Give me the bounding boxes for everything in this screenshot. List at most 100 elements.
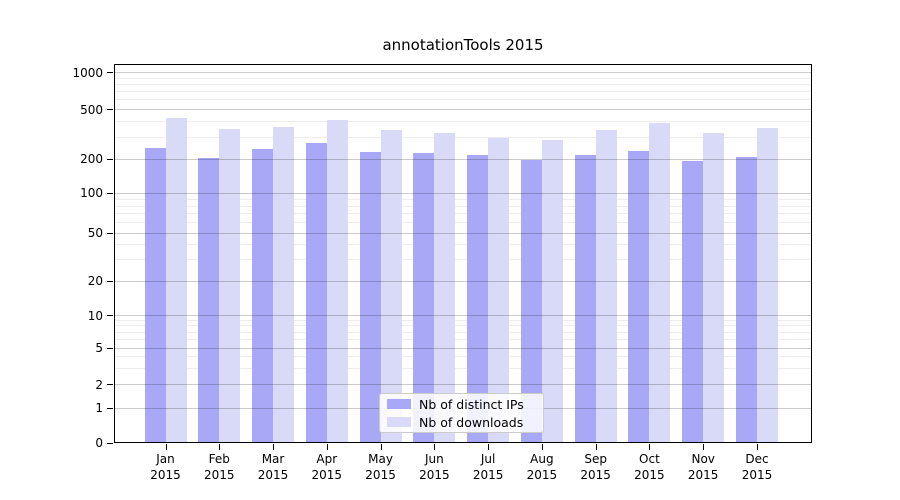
x-tick-label: Jun 2015 xyxy=(407,451,461,483)
y-tick-mark xyxy=(107,347,113,349)
x-tick-label: Oct 2015 xyxy=(622,451,676,483)
legend-row-downloads: Nb of downloads xyxy=(380,415,543,430)
y-tick-label: 1000 xyxy=(72,65,103,80)
x-tick-mark xyxy=(541,444,543,450)
minor-gridline xyxy=(115,205,811,207)
x-tick-month: Dec xyxy=(745,452,769,466)
bar-downloads-apr xyxy=(326,120,348,443)
x-tick-label: May 2015 xyxy=(354,451,408,483)
x-tick-label: Jul 2015 xyxy=(461,451,515,483)
x-tick-month: Aug xyxy=(530,452,554,466)
x-tick-mark xyxy=(434,444,436,450)
bar-distinct_ips-oct xyxy=(628,150,650,443)
x-tick-month: Apr xyxy=(316,452,338,466)
y-tick-label: 2 xyxy=(95,377,103,392)
x-tick-month: Feb xyxy=(208,452,230,466)
x-tick-year: 2015 xyxy=(472,468,504,482)
minor-gridline xyxy=(115,356,811,358)
x-tick-month: Jun xyxy=(424,452,444,466)
y-tick-mark xyxy=(107,407,113,409)
bar-downloads-feb xyxy=(219,128,241,443)
x-tick-label: Mar 2015 xyxy=(246,451,300,483)
bar-downloads-aug xyxy=(541,140,563,443)
x-tick-month: Jan xyxy=(156,452,175,466)
bar-downloads-dec xyxy=(756,128,778,443)
y-tick-mark xyxy=(107,442,113,444)
bar-distinct_ips-jan xyxy=(144,148,166,443)
x-tick-year: 2015 xyxy=(150,468,181,482)
x-tick-mark xyxy=(380,444,382,450)
minor-gridline xyxy=(115,367,811,369)
x-tick-label: Dec 2015 xyxy=(730,451,784,483)
x-tick-month: Sep xyxy=(584,452,607,466)
legend-swatch-downloads-icon xyxy=(387,417,411,427)
x-tick-year: 2015 xyxy=(634,468,665,482)
y-tick-mark xyxy=(107,232,113,234)
bar-downloads-mar xyxy=(273,127,295,443)
x-tick-mark xyxy=(273,444,275,450)
y-tick-label: 50 xyxy=(87,226,103,240)
chart-title: annotationTools 2015 xyxy=(382,36,544,54)
x-tick-mark xyxy=(488,444,490,450)
y-tick-mark xyxy=(107,72,113,73)
x-tick-label: Nov 2015 xyxy=(676,451,730,483)
x-tick-month: Oct xyxy=(639,452,660,466)
y-tick-label: 500 xyxy=(80,102,103,117)
x-tick-mark xyxy=(595,444,597,450)
bar-downloads-jan xyxy=(165,117,187,443)
x-tick-mark xyxy=(649,444,651,450)
major-gridline xyxy=(115,384,811,385)
y-tick-mark xyxy=(107,109,113,110)
major-gridline xyxy=(115,280,811,282)
legend-label-distinct-ips: Nb of distinct IPs xyxy=(419,396,524,412)
y-tick-label: 5 xyxy=(95,341,103,355)
y-tick-mark xyxy=(107,315,113,316)
y-tick-mark xyxy=(107,158,113,160)
major-gridline xyxy=(115,315,811,316)
bar-distinct_ips-may xyxy=(359,151,381,443)
minor-gridline xyxy=(115,325,811,327)
x-tick-mark xyxy=(756,444,758,450)
x-tick-mark xyxy=(219,444,221,450)
legend-row-distinct-ips: Nb of distinct IPs xyxy=(380,397,543,412)
x-tick-month: Mar xyxy=(261,452,285,466)
major-gridline xyxy=(115,232,811,234)
minor-gridline xyxy=(115,136,811,138)
minor-gridline xyxy=(115,198,811,200)
y-tick-label: 1 xyxy=(95,401,103,415)
x-tick-mark xyxy=(326,444,328,450)
x-tick-year: 2015 xyxy=(526,468,558,482)
y-tick-mark xyxy=(107,192,113,194)
minor-gridline xyxy=(115,213,811,215)
y-tick-mark xyxy=(107,280,113,282)
x-tick-label: Jan 2015 xyxy=(139,451,193,483)
x-tick-year: 2015 xyxy=(687,468,719,482)
x-tick-mark xyxy=(703,444,705,450)
chart-legend: Nb of distinct IPs Nb of downloads xyxy=(379,393,544,433)
minor-gridline xyxy=(115,244,811,246)
bar-downloads-nov xyxy=(703,132,725,443)
x-tick-year: 2015 xyxy=(580,468,611,482)
x-tick-year: 2015 xyxy=(311,468,343,482)
x-tick-label: Feb 2015 xyxy=(192,451,246,483)
x-tick-label: Aug 2015 xyxy=(515,451,569,483)
major-gridline xyxy=(115,72,811,73)
y-tick-label: 100 xyxy=(80,186,103,201)
minor-gridline xyxy=(115,338,811,340)
bar-distinct_ips-feb xyxy=(198,157,220,443)
major-gridline xyxy=(115,109,811,110)
minor-gridline xyxy=(115,259,811,261)
bar-downloads-oct xyxy=(649,123,671,443)
x-tick-mark xyxy=(165,444,167,450)
x-tick-year: 2015 xyxy=(419,468,450,482)
major-gridline xyxy=(115,158,811,160)
minor-gridline xyxy=(115,83,811,85)
minor-gridline xyxy=(115,91,811,93)
bar-downloads-sep xyxy=(595,130,617,443)
y-tick-label: 0 xyxy=(95,436,103,450)
legend-label-downloads: Nb of downloads xyxy=(419,414,524,430)
y-tick-label: 200 xyxy=(80,152,103,167)
legend-swatch-distinct-ips-icon xyxy=(387,399,411,409)
x-tick-year: 2015 xyxy=(257,468,289,482)
minor-gridline xyxy=(115,121,811,123)
